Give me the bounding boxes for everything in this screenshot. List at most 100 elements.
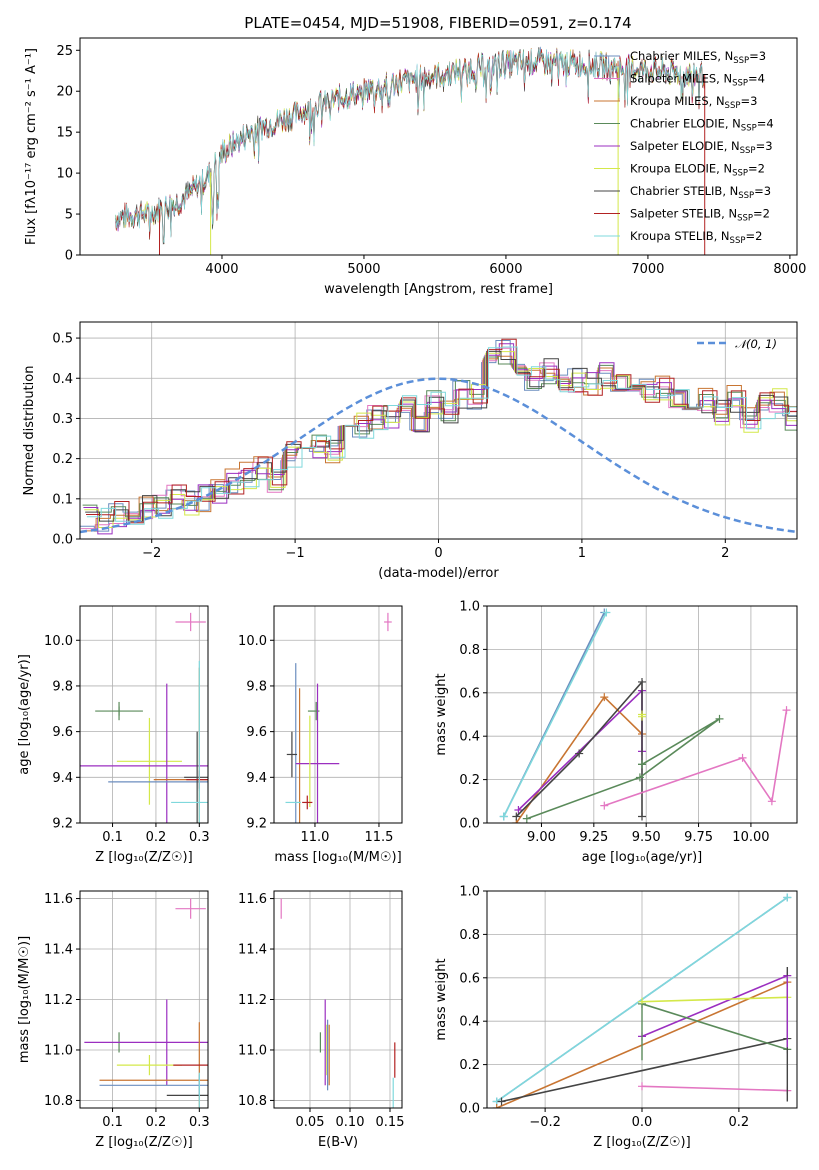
histogram-step <box>86 346 797 525</box>
x-axis-label: age [log₁₀(age/yr)] <box>582 850 703 865</box>
y-axis-label: age [log₁₀(age/yr)] <box>17 654 32 775</box>
y-tick-label: 11.0 <box>44 1043 73 1058</box>
axes-frame <box>273 605 403 824</box>
weight-marker <box>602 608 611 617</box>
histogram-step <box>85 350 797 522</box>
errorbar-point <box>84 999 208 1086</box>
y-tick-label: 0.4 <box>459 1015 480 1030</box>
weight-marker <box>782 706 791 715</box>
weight-marker <box>499 812 508 821</box>
legend-label: Chabrier MILES, NSSP=3 <box>630 49 766 66</box>
chart-title: PLATE=0454, MJD=51908, FIBERID=0591, z=0… <box>244 14 631 32</box>
errorbar-point <box>116 1055 182 1076</box>
x-tick-label: 0.1 <box>102 1115 123 1130</box>
legend: Chabrier MILES, NSSP=3 Salpeter MILES, NS… <box>594 49 774 246</box>
legend-label: 𝒩(0, 1) <box>735 337 777 351</box>
x-tick-label: 0.10 <box>336 1115 365 1130</box>
x-tick-label: 0.05 <box>296 1115 325 1130</box>
x-tick-label: 2 <box>721 546 729 561</box>
y-axis-label: mass [log₁₀(M/M☉)] <box>17 936 32 1063</box>
y-tick-label: 0.2 <box>459 1058 480 1073</box>
histogram-step <box>82 356 797 518</box>
histogram-steps <box>80 338 797 535</box>
errorbar-point <box>295 683 340 823</box>
y-tick-label: 0.3 <box>52 412 73 427</box>
x-axis-label: Z [log₁₀(Z/Z☉)] <box>95 850 192 865</box>
weight-marker <box>512 812 521 821</box>
y-tick-label: 0.4 <box>459 730 480 745</box>
weight-marker <box>767 797 776 806</box>
y-tick-label: 11.6 <box>238 892 267 907</box>
y-tick-label: 11.4 <box>238 943 267 958</box>
y-tick-label: 11.6 <box>44 892 73 907</box>
x-tick-label: 1 <box>578 546 586 561</box>
panel-weight_vs_age: 9.00 9.25 9.50 9.75 10.00 0.0 0.2 0.4 0.6 0.8 1.0 a… <box>434 600 798 865</box>
axes-frame <box>486 605 798 824</box>
errorbar-point <box>384 612 392 632</box>
x-tick-label: 7000 <box>631 262 664 277</box>
x-axis-label: E(B-V) <box>318 1135 358 1150</box>
histogram-step <box>84 351 797 528</box>
x-tick-label: −0.2 <box>529 1115 561 1130</box>
x-axis-label: Z [log₁₀(Z/Z☉)] <box>593 1135 690 1150</box>
legend-label: Salpeter ELODIE, NSSP=3 <box>630 139 773 156</box>
y-tick-label: 10.0 <box>238 634 267 649</box>
legend-label: Salpeter STELIB, NSSP=2 <box>630 207 770 224</box>
weight-marker <box>638 1082 646 1091</box>
weight-marker <box>600 693 609 702</box>
panel-spectrum: 4000 5000 6000 7000 8000 0 5 10 15 20 25 wavelength… <box>24 37 806 297</box>
weight-marker <box>638 677 646 686</box>
y-tick-label: 0.0 <box>459 1102 480 1117</box>
y-tick-label: 11.4 <box>44 943 73 958</box>
axes-frame <box>79 321 798 540</box>
y-tick-label: 0.8 <box>459 928 480 943</box>
weight-marker <box>638 712 646 721</box>
histogram-step <box>81 355 797 532</box>
y-tick-label: 0.0 <box>459 817 480 832</box>
x-tick-label: 9.75 <box>684 830 713 845</box>
y-tick-label: 9.2 <box>246 817 267 832</box>
axes-frame <box>79 605 209 824</box>
weight-line <box>501 1037 788 1103</box>
weight-marker <box>600 801 609 810</box>
legend-label: Kroupa ELODIE, NSSP=2 <box>630 162 765 179</box>
x-tick-label: 9.50 <box>632 830 661 845</box>
x-tick-label: −1 <box>286 546 305 561</box>
legend-label: Chabrier STELIB, NSSP=3 <box>630 184 771 201</box>
y-tick-label: 9.8 <box>52 679 73 694</box>
x-tick-label: 9.00 <box>527 830 556 845</box>
weight-line <box>526 718 720 820</box>
x-tick-label: 0.3 <box>189 830 210 845</box>
weight-marker <box>638 812 646 821</box>
axes-frame <box>273 890 403 1109</box>
x-tick-label: 0.2 <box>729 1115 750 1130</box>
y-tick-label: 0.2 <box>459 773 480 788</box>
histogram-step <box>86 338 797 524</box>
x-axis-label: mass [log₁₀(M/M☉)] <box>274 850 401 865</box>
histogram-step <box>80 340 797 532</box>
x-tick-label: −2 <box>142 546 161 561</box>
y-tick-label: 10.8 <box>238 1094 267 1109</box>
panel-residual_hist: −2 −1 0 1 2 0.0 0.1 0.2 0.3 0.4 0.5 (data-model)/er… <box>22 321 798 581</box>
weight-line <box>515 695 643 823</box>
y-tick-label: 0.4 <box>52 372 73 387</box>
weight-marker <box>635 773 644 782</box>
errorbar-point <box>116 717 182 805</box>
x-tick-label: 5000 <box>347 262 380 277</box>
weight-marker <box>715 714 724 723</box>
y-tick-label: 9.6 <box>52 725 73 740</box>
x-tick-label: 11.5 <box>364 830 393 845</box>
weight-line <box>641 1085 788 1092</box>
x-tick-label: 0.3 <box>189 1115 210 1130</box>
y-tick-label: 15 <box>56 126 73 141</box>
x-axis-label: (data-model)/error <box>378 566 499 581</box>
y-tick-label: 0.1 <box>52 492 73 507</box>
x-tick-label: 6000 <box>489 262 522 277</box>
y-tick-label: 9.4 <box>52 771 73 786</box>
y-tick-label: 11.0 <box>238 1043 267 1058</box>
plots-layer: 4000 5000 6000 7000 80000510152025wavelength… <box>17 37 806 1150</box>
panel-mass_vs_Z: 0.1 0.2 0.3 10.8 11.0 11.2 11.4 11.6 Z [log₁₀(Z/… <box>17 890 210 1150</box>
x-axis-label: Z [log₁₀(Z/Z☉)] <box>95 1135 192 1150</box>
y-tick-label: 1.0 <box>459 600 480 615</box>
y-tick-label: 0.8 <box>459 643 480 658</box>
